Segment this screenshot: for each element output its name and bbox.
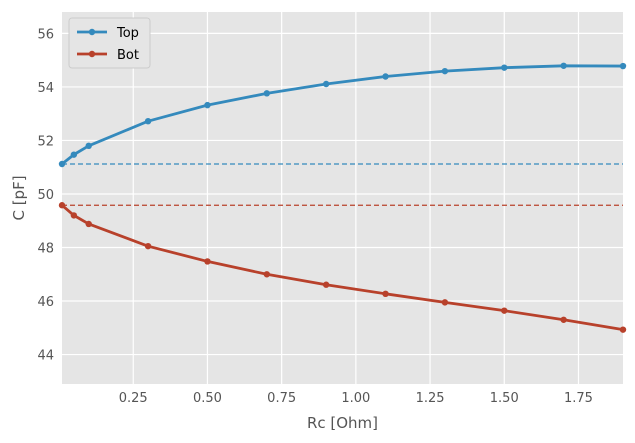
data-point-top	[322, 80, 330, 88]
data-point-top	[144, 117, 152, 125]
y-tick-label: 46	[37, 295, 54, 310]
y-tick-label: 44	[37, 349, 54, 364]
data-point-bot	[70, 212, 78, 219]
grid	[62, 12, 623, 384]
x-tick-label: 0.75	[267, 391, 296, 406]
data-point-bot	[263, 271, 271, 278]
data-point-bot	[58, 202, 66, 209]
data-point-top	[70, 151, 78, 158]
legend-label-bot: Bot	[117, 48, 139, 63]
data-point-top	[58, 160, 66, 168]
data-point-bot	[322, 281, 330, 288]
y-tick-label: 48	[37, 242, 54, 257]
data-point-bot	[382, 290, 389, 298]
data-point-top	[560, 62, 567, 69]
data-point-bot	[619, 326, 627, 333]
x-tick-label: 1.50	[490, 391, 519, 406]
data-point-top	[441, 67, 449, 75]
data-point-top	[263, 90, 271, 97]
y-tick-label: 56	[37, 27, 54, 42]
legend-marker-top	[88, 28, 96, 36]
data-point-bot	[204, 258, 211, 265]
data-point-bot	[501, 307, 508, 314]
data-point-top	[619, 62, 627, 70]
x-tick-label: 0.25	[119, 391, 148, 406]
y-tick-label: 52	[37, 134, 54, 149]
plot-background	[62, 12, 623, 384]
x-tick-label: 1.25	[416, 391, 445, 406]
x-tick-label: 0.50	[193, 391, 222, 406]
y-tick-label: 50	[37, 188, 54, 203]
y-axis-label: C [pF]	[10, 175, 28, 220]
x-tick-label: 1.75	[564, 391, 593, 406]
data-point-bot	[560, 316, 567, 323]
y-axis: 44 46 48 50 52 54 56	[37, 27, 54, 363]
data-point-bot	[85, 220, 92, 228]
data-point-bot	[441, 299, 449, 306]
legend-marker-bot	[88, 50, 96, 58]
legend: Top Bot	[68, 17, 151, 69]
legend-label-top: Top	[116, 26, 139, 41]
x-axis: 0.25 0.50 0.75 1.00 1.25 1.50 1.75	[119, 391, 593, 406]
reference-lines	[62, 163, 623, 206]
data-point-top	[382, 73, 389, 80]
data-point-top	[501, 64, 508, 71]
series-group	[58, 62, 627, 333]
data-point-top	[204, 101, 211, 109]
y-tick-label: 54	[37, 81, 54, 96]
x-tick-label: 1.00	[341, 391, 370, 406]
data-point-bot	[144, 242, 152, 250]
data-point-top	[85, 142, 92, 150]
x-axis-label: Rc [Ohm]	[307, 414, 378, 432]
